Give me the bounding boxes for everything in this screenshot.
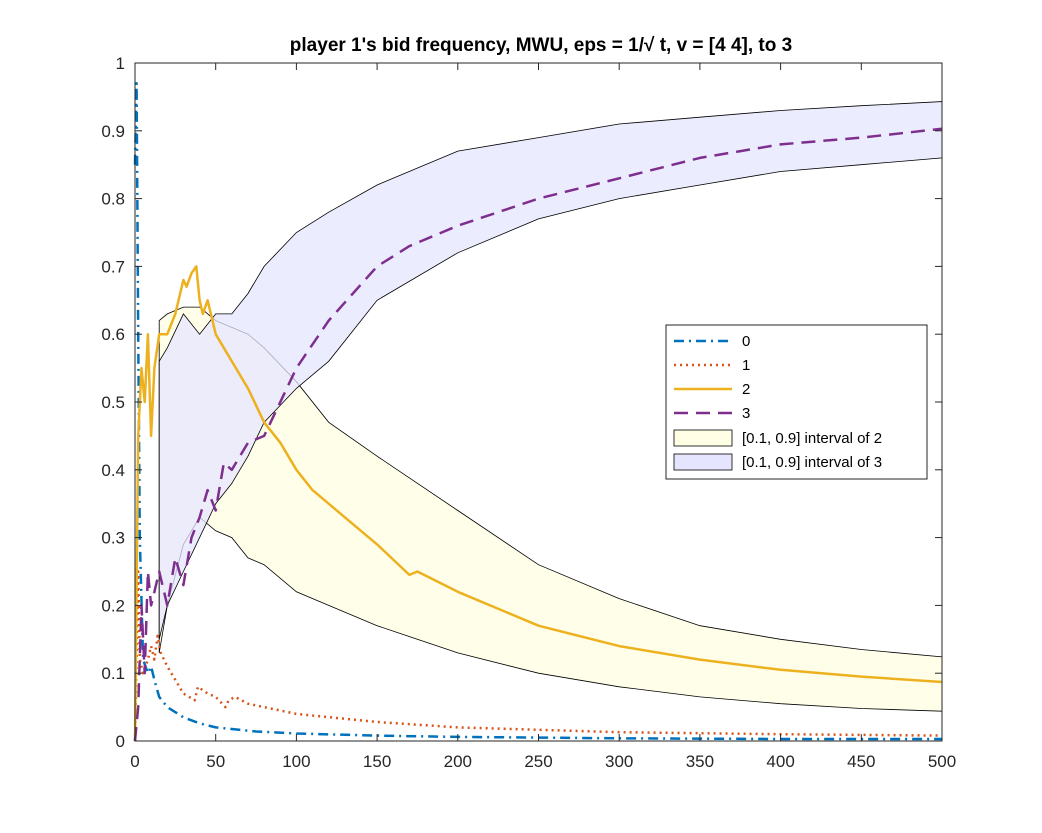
series-layer: [133, 82, 943, 742]
x-tick-label: 300: [605, 752, 633, 771]
legend-label: 1: [742, 357, 750, 374]
legend-label: [0.1, 0.9] interval of 2: [742, 430, 882, 447]
legend: 0 1 2 3 [0.1, 0.9] interval of 2 [0.1, 0.9] i…: [665, 324, 928, 480]
x-tick-label: 400: [766, 752, 794, 771]
x-tick-label: 50: [206, 752, 225, 771]
y-tick-label: 0.5: [101, 393, 125, 412]
legend-box: [665, 324, 928, 480]
legend-label: 0: [742, 333, 750, 350]
legend-label: 2: [742, 381, 750, 398]
y-tick-label: 0.9: [101, 122, 125, 141]
x-tick-label: 250: [524, 752, 552, 771]
y-tick-label: 0.1: [101, 664, 125, 683]
x-tick-label: 500: [928, 752, 956, 771]
ticks-layer: 0 50 100 150 200 250 300 350 400 450 500 0 0.1 0.2 0.3…: [101, 54, 956, 771]
y-tick-label: 1: [116, 54, 125, 73]
y-tick-label: 0: [116, 732, 125, 751]
legend-swatch-band-1: [673, 453, 733, 471]
chart-title: player 1's bid frequency, MWU, eps = 1/√…: [290, 35, 792, 56]
x-tick-label: 200: [444, 752, 472, 771]
x-tick-label: 100: [282, 752, 310, 771]
y-tick-label: 0.8: [101, 190, 125, 209]
legend-label: [0.1, 0.9] interval of 3: [742, 454, 882, 471]
x-tick-label: 150: [363, 752, 391, 771]
series-line-3: [133, 127, 943, 742]
series-line-2: [133, 265, 943, 742]
legend-label: 3: [742, 405, 750, 422]
x-tick-label: 350: [686, 752, 714, 771]
series-line-0: [133, 82, 942, 741]
x-tick-label: 450: [847, 752, 875, 771]
y-tick-label: 0.6: [101, 325, 125, 344]
y-tick-label: 0.2: [101, 596, 125, 615]
y-tick-label: 0.4: [101, 461, 125, 480]
x-tick-label: 0: [130, 752, 139, 771]
y-tick-label: 0.7: [101, 257, 125, 276]
legend-swatch-band-0: [673, 429, 733, 447]
y-tick-label: 0.3: [101, 529, 125, 548]
series-line-1: [133, 570, 943, 742]
